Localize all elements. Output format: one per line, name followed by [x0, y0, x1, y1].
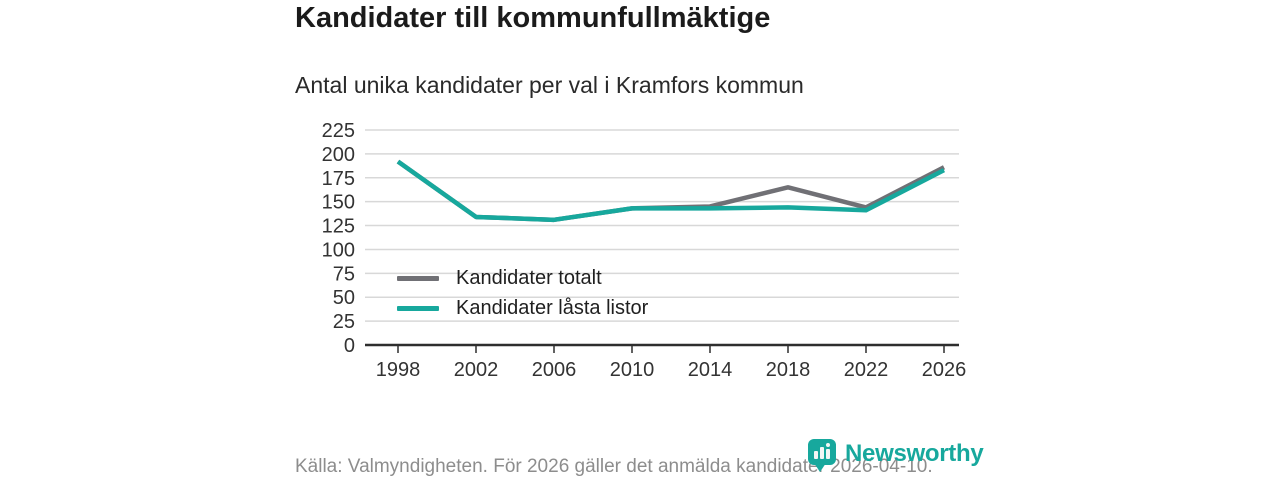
x-tick-label: 2002: [454, 359, 499, 381]
x-tick-label: 2022: [844, 359, 889, 381]
x-tick-label: 2018: [766, 359, 811, 381]
y-tick-label: 175: [322, 168, 355, 190]
chart-subtitle: Antal unika kandidater per val i Kramfor…: [295, 72, 804, 98]
newsworthy-logo-icon: [808, 439, 838, 472]
y-tick-label: 50: [333, 287, 355, 309]
x-tick-label: 2010: [610, 359, 655, 381]
x-tick-label: 2006: [532, 359, 577, 381]
legend-item-total: Kandidater totalt: [397, 266, 648, 289]
y-tick-label: 225: [322, 120, 355, 142]
y-tick-label: 25: [333, 311, 355, 333]
line-chart: 0 25 50 75 100 125 150 175 200 225 1998 2002 2006 201…: [293, 113, 983, 393]
legend-swatch-locked-lists: [397, 305, 439, 311]
newsworthy-logo: Newsworthy: [808, 439, 984, 472]
x-tick-label: 1998: [376, 359, 421, 381]
x-tick-label: 2014: [688, 359, 733, 381]
y-tick-label: 125: [322, 216, 355, 238]
chart-legend: Kandidater totalt Kandidater låsta listo…: [397, 266, 649, 319]
legend-item-locked-lists: Kandidater låsta listor: [397, 296, 649, 319]
y-tick-label: 150: [322, 192, 355, 214]
series-line-kandidater-l-sta-listor: [396, 159, 946, 223]
legend-label-locked-lists: Kandidater låsta listor: [456, 296, 649, 319]
y-tick-label: 100: [322, 239, 355, 261]
y-tick-label: 0: [344, 335, 355, 357]
x-tick-label: 2026: [922, 359, 967, 381]
source-note: Källa: Valmyndigheten. För 2026 gäller d…: [295, 456, 933, 477]
y-tick-label: 75: [333, 263, 355, 285]
legend-label-total: Kandidater totalt: [456, 266, 602, 289]
chart-title: Kandidater till kommunfullmäktige: [295, 2, 771, 34]
y-tick-label: 200: [322, 144, 355, 166]
legend-swatch-total: [397, 275, 439, 281]
newsworthy-wordmark: Newsworthy: [845, 440, 984, 467]
